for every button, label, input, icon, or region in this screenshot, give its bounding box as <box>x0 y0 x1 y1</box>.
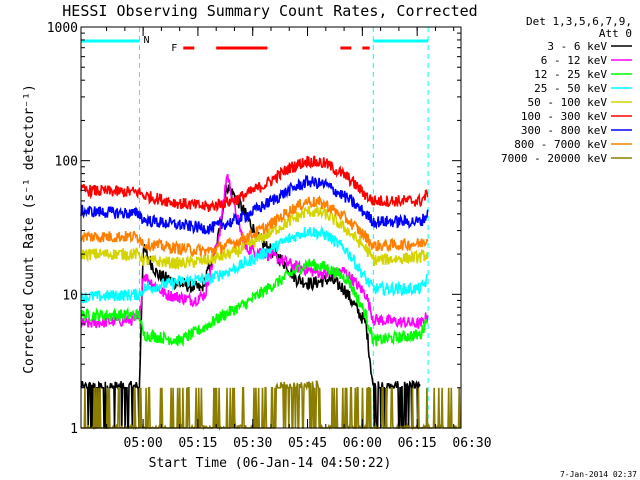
legend-entry-label: 100 - 300 keV <box>521 110 607 123</box>
chart-title: HESSI Observing Summary Count Rates, Cor… <box>62 2 477 20</box>
series-line <box>80 174 429 235</box>
flare-flag-label: F <box>171 43 177 54</box>
legend-entry-label: 300 - 800 keV <box>521 124 607 137</box>
legend-entry-label: 50 - 100 keV <box>528 96 608 109</box>
timestamp: 7-Jan-2014 02:37 <box>560 470 637 479</box>
series-line <box>80 155 429 213</box>
legend-header: Det 1,3,5,6,7,9, <box>526 15 632 28</box>
series-line <box>80 225 429 304</box>
y-tick-label: 100 <box>55 155 78 170</box>
x-tick-label: 05:00 <box>124 436 163 451</box>
x-tick-label: 05:45 <box>288 436 327 451</box>
x-axis-label: Start Time (06-Jan-14 04:50:22) <box>149 456 392 471</box>
series-line <box>80 194 429 258</box>
legend-entry-label: 7000 - 20000 keV <box>501 152 607 165</box>
x-tick-label: 05:30 <box>233 436 272 451</box>
legend-header: Att 0 <box>599 27 632 40</box>
x-tick-label: 05:15 <box>178 436 217 451</box>
legend-entry-label: 6 - 12 keV <box>541 54 608 67</box>
series-line <box>80 258 429 347</box>
y-axis-label: Corrected Count Rate (s⁻¹ detector⁻¹) <box>22 84 37 374</box>
legend-entry-label: 800 - 7000 keV <box>514 138 607 151</box>
series-line <box>80 204 429 270</box>
legend-entry-label: 12 - 25 keV <box>534 68 607 81</box>
x-tick-label: 06:00 <box>343 436 382 451</box>
y-tick-label: 1000 <box>47 21 78 36</box>
attenuator-label: N <box>143 35 149 46</box>
y-tick-label: 10 <box>62 288 78 303</box>
overlay-layer: NF <box>81 35 429 54</box>
x-tick-label: 06:15 <box>398 436 437 451</box>
axes: 1 10 100 1000 05:00 05:15 05:30 05:45 06:00 06:15… <box>47 21 492 451</box>
x-tick-label: 06:30 <box>452 436 491 451</box>
series-layer <box>80 155 461 432</box>
y-tick-label: 1 <box>70 422 78 437</box>
legend-entry-label: 25 - 50 keV <box>534 82 607 95</box>
legend-entry-label: 3 - 6 keV <box>547 40 607 53</box>
